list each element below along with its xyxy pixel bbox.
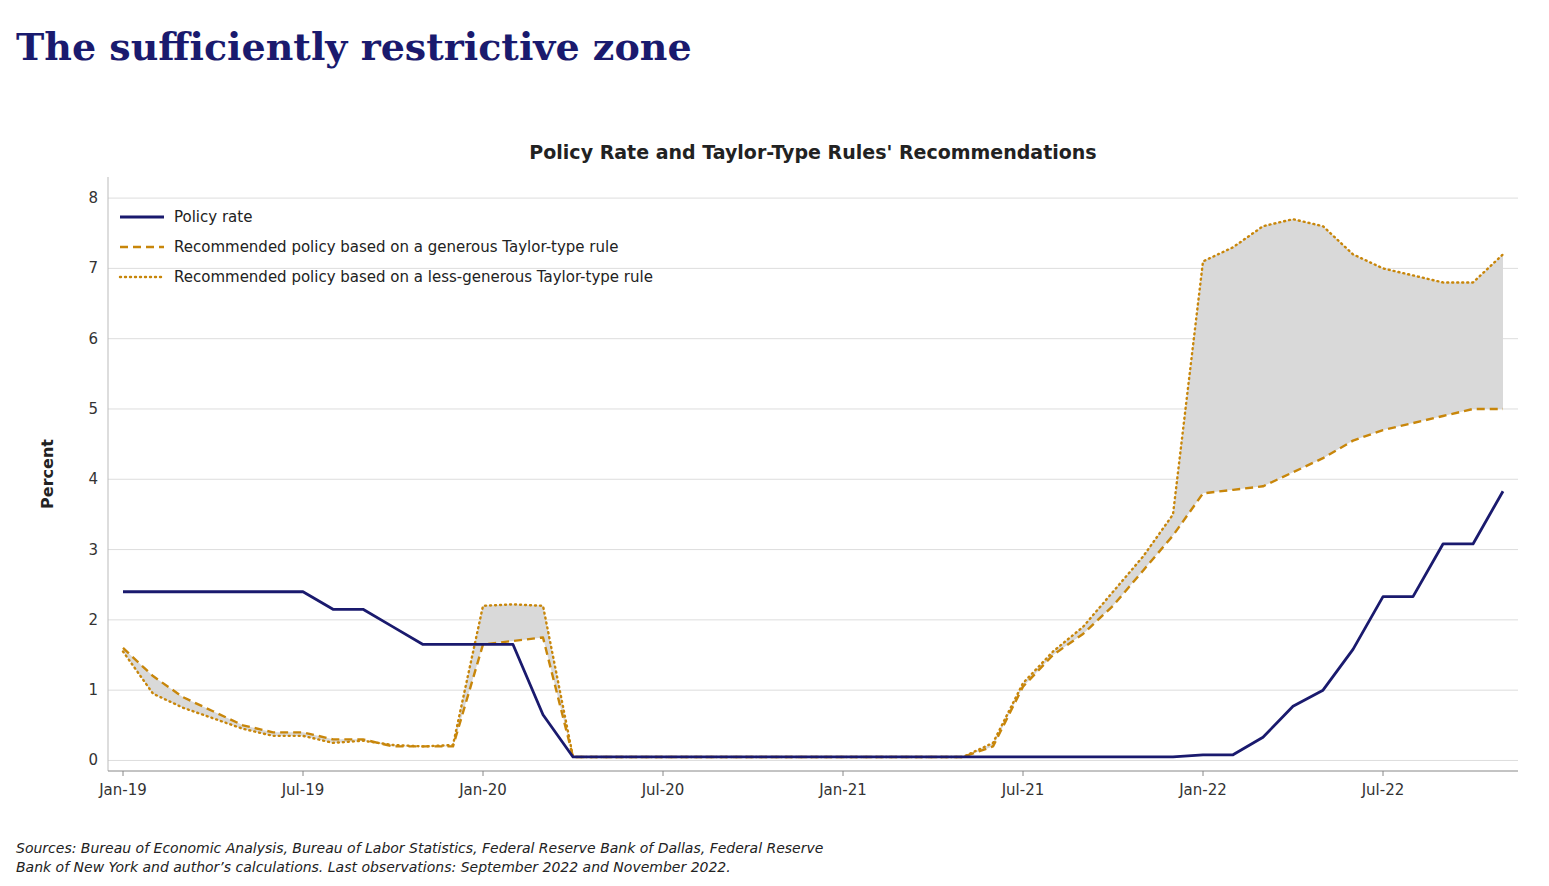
legend-swatch bbox=[120, 246, 164, 248]
x-tick bbox=[843, 771, 844, 776]
background bbox=[0, 0, 1549, 886]
y-axis-label: Percent bbox=[38, 439, 57, 509]
x-tick bbox=[303, 771, 304, 776]
annotation: Sources: Bureau of Economic Analysis, Bu… bbox=[16, 840, 823, 875]
x-tick bbox=[1383, 771, 1384, 776]
x-tick-label: Jul-19 bbox=[281, 781, 325, 799]
y-tick-label: 2 bbox=[88, 611, 98, 629]
x-tick bbox=[1023, 771, 1024, 776]
grid-line bbox=[108, 549, 1518, 550]
y-tick-label: 7 bbox=[88, 259, 98, 277]
x-tick-label: Jul-20 bbox=[641, 781, 685, 799]
y-tick-label: 4 bbox=[88, 470, 98, 488]
grid-line bbox=[108, 479, 1518, 480]
y-tick-label: 1 bbox=[88, 681, 98, 699]
x-tick-label: Jul-22 bbox=[1361, 781, 1405, 799]
legend-label: Policy rate bbox=[174, 208, 252, 226]
y-tick-label: 0 bbox=[88, 751, 98, 769]
grid bbox=[108, 198, 1518, 760]
x-axis-line bbox=[108, 771, 1518, 772]
legend: Policy rate Recommended policy based on a… bbox=[120, 208, 653, 286]
y-tick-label: 8 bbox=[88, 189, 98, 207]
x-tick bbox=[483, 771, 484, 776]
grid-line bbox=[108, 690, 1518, 691]
x-tick-label: Jan-20 bbox=[458, 781, 507, 799]
x-tick bbox=[123, 771, 124, 776]
x-tick-label: Jan-22 bbox=[1178, 781, 1227, 799]
restrictive-zone bbox=[123, 219, 1503, 757]
y-tick-label: 5 bbox=[88, 400, 98, 418]
legend-label: Recommended policy based on a generous T… bbox=[174, 238, 618, 256]
chart: The sufficiently restrictive zone Policy … bbox=[0, 0, 1549, 886]
x-tick bbox=[1203, 771, 1204, 776]
series-line bbox=[123, 409, 1503, 757]
legend-label: Recommended policy based on a less-gener… bbox=[174, 268, 653, 286]
legend-swatch bbox=[120, 216, 164, 219]
plot-area bbox=[123, 219, 1503, 757]
grid-line bbox=[108, 619, 1518, 620]
annotation-line: Sources: Bureau of Economic Analysis, Bu… bbox=[16, 840, 823, 856]
series-line bbox=[123, 491, 1503, 757]
x-tick-label: Jan-21 bbox=[818, 781, 867, 799]
x-tick-label: Jul-21 bbox=[1001, 781, 1045, 799]
subtitle: Policy Rate and Taylor-Type Rules' Recom… bbox=[529, 141, 1096, 163]
y-axis-line bbox=[108, 177, 109, 771]
x-tick bbox=[663, 771, 664, 776]
y-tick-label: 6 bbox=[88, 330, 98, 348]
x-tick-label: Jan-19 bbox=[98, 781, 147, 799]
title: The sufficiently restrictive zone bbox=[16, 24, 692, 69]
grid-line bbox=[108, 198, 1518, 199]
page: {"chart_data": { "type": "line", "title"… bbox=[0, 0, 1549, 886]
grid-line bbox=[108, 760, 1518, 761]
series-line bbox=[123, 219, 1503, 757]
y-tick-label: 3 bbox=[88, 541, 98, 559]
legend-swatch bbox=[120, 276, 164, 278]
annotation-line: Bank of New York and author’s calculatio… bbox=[16, 859, 731, 875]
